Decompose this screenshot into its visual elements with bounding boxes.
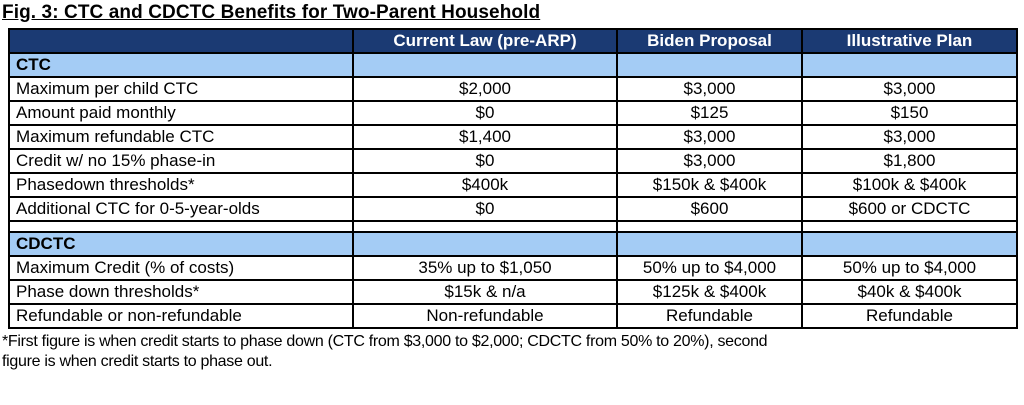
cell-value: $0 [352,196,618,222]
cell-value: $2,000 [352,76,618,102]
figure-title: Fig. 3: CTC and CDCTC Benefits for Two-P… [2,2,541,23]
cell-value: $3,000 [801,124,1018,150]
section-cell [616,231,803,257]
row-label: Refundable or non-refundable [8,303,354,329]
cell-value: Non-refundable [352,303,618,329]
cell-value: $150k & $400k [616,172,803,198]
table-row: Amount paid monthly $0 $125 $150 [8,100,1018,126]
column-header-current-law: Current Law (pre-ARP) [352,28,618,54]
section-cell [801,231,1018,257]
cell-value: $3,000 [616,76,803,102]
cell-value: 35% up to $1,050 [352,255,618,281]
section-row-ctc: CTC [8,52,1018,78]
section-cell [616,52,803,78]
cell-value: $1,400 [352,124,618,150]
row-label: Phase down thresholds* [8,279,354,305]
footnote-line-2: figure is when credit starts to phase ou… [2,353,273,370]
cell-value: $600 or CDCTC [801,196,1018,222]
benefits-table: Current Law (pre-ARP) Biden Proposal Ill… [8,28,1018,329]
cell-value: $3,000 [616,148,803,174]
table-row: Refundable or non-refundable Non-refunda… [8,303,1018,329]
section-row-cdctc: CDCTC [8,231,1018,257]
cell-value: $0 [352,100,618,126]
cell-value: $125k & $400k [616,279,803,305]
section-label: CDCTC [8,231,354,257]
column-header-biden-proposal: Biden Proposal [616,28,803,54]
cell-value: $40k & $400k [801,279,1018,305]
footnote-line-1: *First figure is when credit starts to p… [2,333,768,350]
cell-value: $100k & $400k [801,172,1018,198]
cell-value: $400k [352,172,618,198]
row-label: Credit w/ no 15% phase-in [8,148,354,174]
column-header-illustrative-plan: Illustrative Plan [801,28,1018,54]
spacer-cell [8,220,354,233]
spacer-cell [352,220,618,233]
row-label: Maximum Credit (% of costs) [8,255,354,281]
cell-value: $0 [352,148,618,174]
table-row: Credit w/ no 15% phase-in $0 $3,000 $1,8… [8,148,1018,174]
row-label: Maximum refundable CTC [8,124,354,150]
cell-value: $15k & n/a [352,279,618,305]
spacer-row [8,220,1018,233]
table-header-row: Current Law (pre-ARP) Biden Proposal Ill… [8,28,1018,54]
row-label: Amount paid monthly [8,100,354,126]
row-label: Maximum per child CTC [8,76,354,102]
cell-value: $3,000 [616,124,803,150]
table-row: Maximum refundable CTC $1,400 $3,000 $3,… [8,124,1018,150]
spacer-cell [801,220,1018,233]
cell-value: Refundable [616,303,803,329]
table-row: Phasedown thresholds* $400k $150k & $400… [8,172,1018,198]
cell-value: $1,800 [801,148,1018,174]
table-row: Phase down thresholds* $15k & n/a $125k … [8,279,1018,305]
cell-value: Refundable [801,303,1018,329]
table-footnote: *First figure is when credit starts to p… [2,332,1024,372]
cell-value: 50% up to $4,000 [801,255,1018,281]
spacer-cell [616,220,803,233]
section-cell [352,231,618,257]
cell-value: $150 [801,100,1018,126]
cell-value: $3,000 [801,76,1018,102]
column-header-empty [8,28,354,54]
row-label: Phasedown thresholds* [8,172,354,198]
cell-value: $600 [616,196,803,222]
table-row: Maximum per child CTC $2,000 $3,000 $3,0… [8,76,1018,102]
table-row: Additional CTC for 0-5-year-olds $0 $600… [8,196,1018,222]
section-cell [801,52,1018,78]
table-row: Maximum Credit (% of costs) 35% up to $1… [8,255,1018,281]
cell-value: $125 [616,100,803,126]
row-label: Additional CTC for 0-5-year-olds [8,196,354,222]
section-label: CTC [8,52,354,78]
section-cell [352,52,618,78]
cell-value: 50% up to $4,000 [616,255,803,281]
